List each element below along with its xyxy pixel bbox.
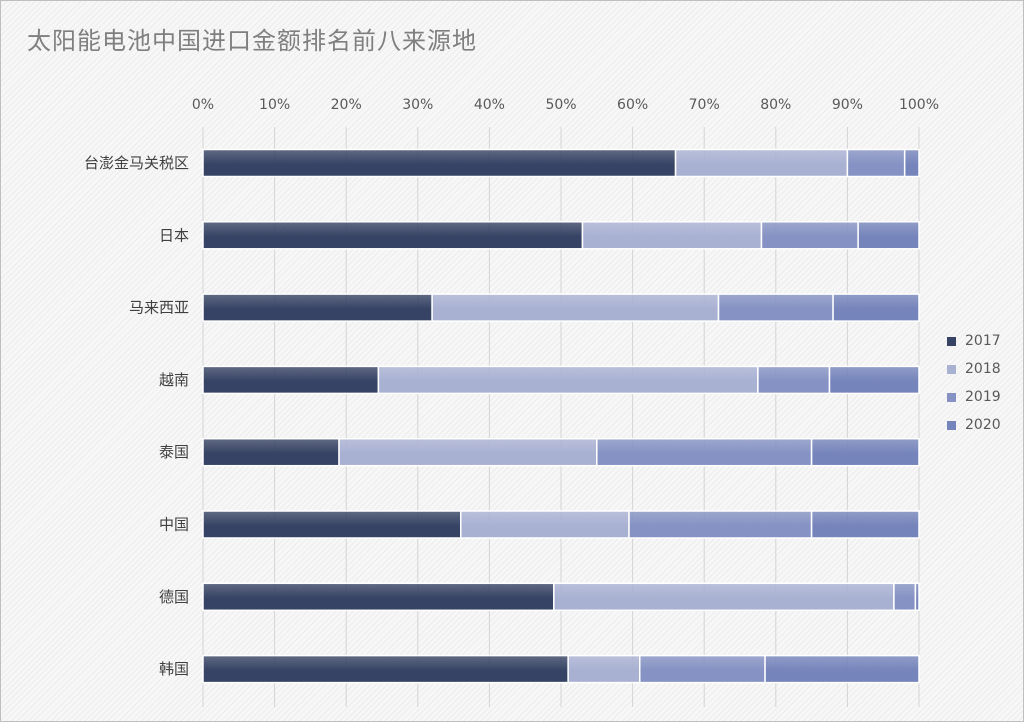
legend-label: 2019 [965, 389, 1001, 405]
bar-segment-2018 [377, 365, 759, 395]
bar-segment-2020 [857, 221, 920, 250]
bar-segment-2018 [553, 582, 895, 612]
bar-segment-2019 [717, 293, 834, 322]
bar-segment-2018 [674, 148, 849, 178]
x-tick-label: 80% [760, 97, 791, 113]
legend-item-2017: 2017 [947, 327, 1001, 355]
bar-segment-2018 [460, 510, 630, 539]
bar-segment-2018 [431, 293, 720, 322]
bar-segment-2017 [202, 293, 433, 322]
bar-segment-2020 [914, 582, 920, 612]
x-tick-label: 20% [331, 97, 362, 113]
bar-segment-2019 [757, 365, 831, 395]
bar-segment-2018 [581, 221, 763, 250]
bar-segment-2020 [764, 654, 920, 684]
category-label: 韩国 [159, 660, 189, 678]
chart-title: 太阳能电池中国进口金额排名前八来源地 [27, 27, 477, 55]
legend-label: 2018 [965, 361, 1001, 377]
legend-item-2020: 2020 [947, 411, 1001, 439]
bar-segment-2020 [810, 510, 920, 539]
legend-swatch [947, 420, 956, 430]
bar-segment-2020 [828, 365, 920, 395]
x-tick-label: 10% [259, 97, 290, 113]
bar-segment-2017 [202, 365, 380, 395]
x-tick-label: 90% [832, 97, 863, 113]
x-tick-label: 70% [689, 97, 720, 113]
x-tick-label: 40% [474, 97, 505, 113]
legend-swatch [947, 364, 956, 374]
legend-label: 2020 [965, 417, 1001, 433]
category-label: 中国 [159, 516, 189, 534]
bar-segment-2017 [202, 654, 569, 684]
category-label: 马来西亚 [129, 299, 189, 317]
x-tick-label: 0% [192, 97, 214, 113]
category-label: 德国 [159, 588, 189, 606]
category-label: 日本 [159, 226, 189, 244]
legend-label: 2017 [965, 333, 1001, 349]
bar-segment-2020 [832, 293, 920, 322]
legend: 2017 2018 2019 2020 [947, 327, 1001, 439]
legend-swatch [947, 392, 956, 402]
bar-segment-2019 [639, 654, 766, 684]
bar-segment-2019 [760, 221, 859, 250]
category-label: 台澎金马关税区 [84, 154, 189, 172]
bar-segment-2020 [903, 148, 920, 178]
bar-segment-2018 [338, 437, 598, 467]
legend-swatch [947, 336, 956, 346]
legend-item-2018: 2018 [947, 355, 1001, 383]
bar-segment-2019 [893, 582, 917, 612]
bar-segment-2019 [596, 437, 813, 467]
bar-segment-2020 [810, 437, 920, 467]
x-tick-label: 60% [617, 97, 648, 113]
category-label: 越南 [159, 371, 189, 389]
bar-segment-2018 [567, 654, 641, 684]
bar-segment-2019 [846, 148, 906, 178]
bar-segment-2017 [202, 437, 340, 467]
bar-segment-2019 [628, 510, 813, 539]
bar-segment-2017 [202, 510, 462, 539]
category-label: 泰国 [159, 443, 189, 461]
bar-segment-2017 [202, 582, 555, 612]
x-tick-label: 100% [899, 97, 939, 113]
bar-segment-2017 [202, 221, 584, 250]
x-tick-label: 30% [402, 97, 433, 113]
legend-item-2019: 2019 [947, 383, 1001, 411]
x-tick-label: 50% [545, 97, 576, 113]
bar-segment-2017 [202, 148, 677, 178]
